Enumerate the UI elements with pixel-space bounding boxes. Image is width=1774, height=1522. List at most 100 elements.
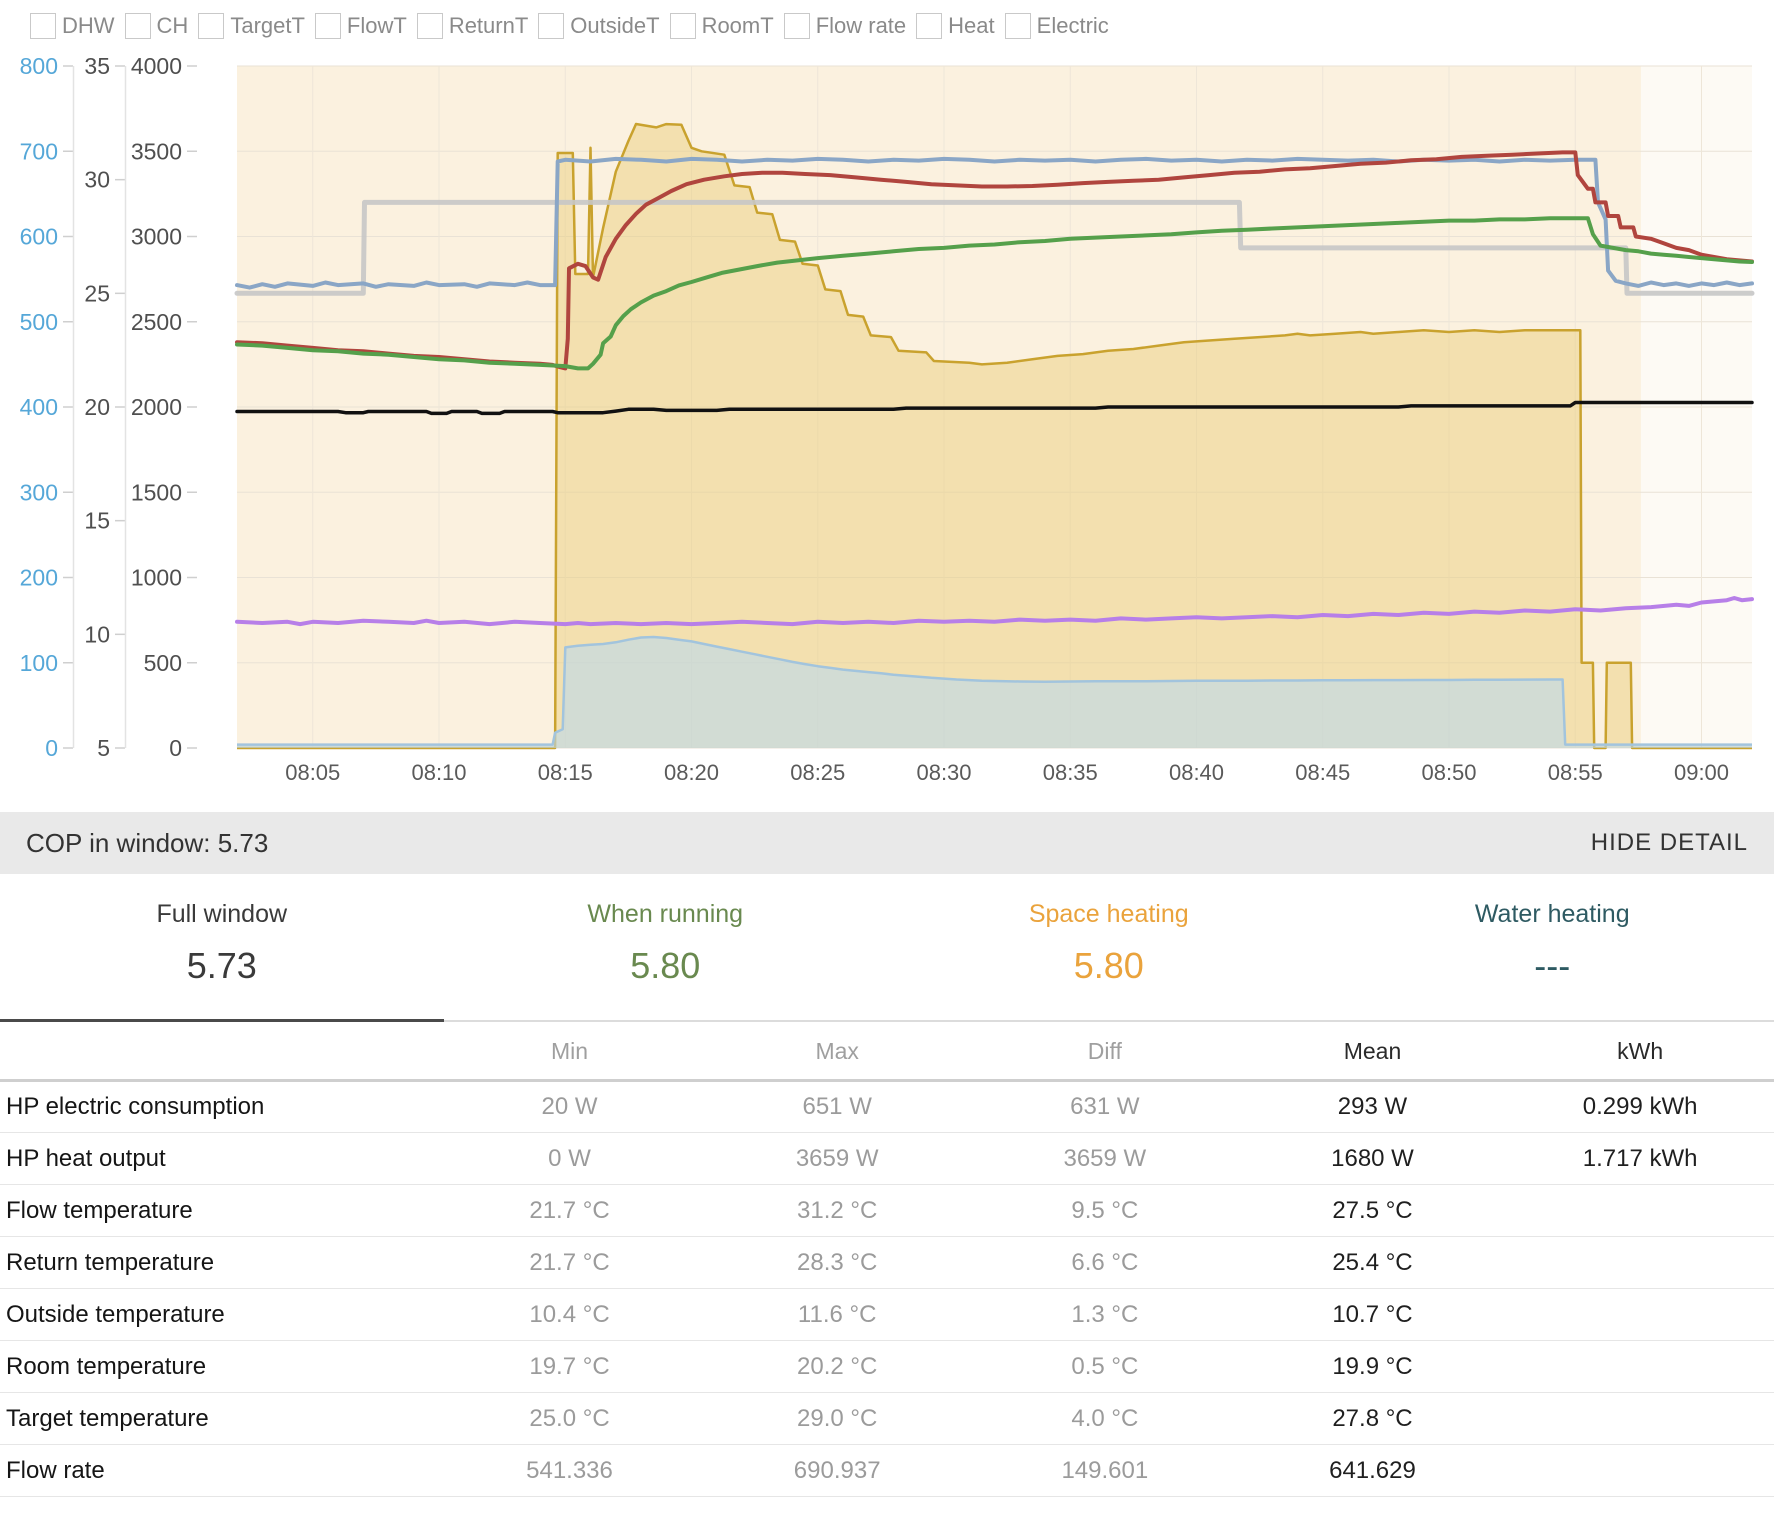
series-electric-line: [237, 635, 1752, 746]
cop-tab-label: Water heating: [1474, 900, 1630, 928]
legend-item-heat[interactable]: Heat: [916, 13, 995, 39]
table-row: Outside temperature 10.4 °C 11.6 °C 1.3 °C 1…: [0, 1289, 1774, 1341]
max-value: 31.2 °C: [797, 1196, 878, 1224]
max-value: 651 W: [802, 1093, 872, 1120]
row-label: Target temperature: [6, 1404, 209, 1432]
x-tick-label: 08:25: [790, 760, 845, 785]
legend-item-electric[interactable]: Electric: [1004, 13, 1109, 39]
cop-tab-water-heating[interactable]: Water heating ---: [1330, 900, 1774, 1022]
power-axis-tick-label: 2500: [131, 309, 182, 335]
legend-label: CH: [156, 13, 189, 38]
legend-item-flow-rate[interactable]: Flow rate: [783, 13, 907, 39]
legend-label: FlowT: [346, 13, 407, 38]
flow-axis-tick-label: 300: [20, 479, 58, 505]
cop-tab-value: ---: [1534, 945, 1571, 986]
mean-value: 1680 W: [1331, 1144, 1414, 1172]
flowt-swatch-icon: [314, 13, 341, 39]
cop-tab-label: Space heating: [1028, 900, 1189, 928]
cop-tab-space-heating[interactable]: Space heating 5.80: [887, 900, 1331, 1022]
min-value: 21.7 °C: [529, 1196, 610, 1224]
legend-item-targett[interactable]: TargetT: [198, 13, 305, 39]
kwh-value: [1506, 1445, 1774, 1497]
flow-axis-tick-label: 0: [45, 735, 58, 761]
cop-tab-value: 5.80: [630, 945, 701, 986]
max-value: 690.937: [793, 1456, 881, 1484]
max-value: 29.0 °C: [797, 1404, 878, 1432]
x-tick-label: 08:15: [538, 760, 593, 785]
electric-swatch-icon: [1004, 13, 1031, 39]
series-electric-area: [237, 637, 1752, 748]
temp-axis-tick-label: 25: [84, 280, 110, 306]
row-label: HP heat output: [6, 1144, 166, 1172]
hide-detail-button[interactable]: HIDE DETAIL: [1590, 829, 1748, 856]
diff-value: 3659 W: [1063, 1144, 1147, 1172]
table-row: Flow rate 541.336 690.937 149.601 641.629: [0, 1445, 1774, 1497]
power-axis-tick-label: 2000: [131, 394, 182, 420]
mean-value: 27.8 °C: [1332, 1404, 1413, 1432]
kwh-value: [1506, 1237, 1774, 1289]
table-row: Target temperature 25.0 °C 29.0 °C 4.0 °C 27…: [0, 1393, 1774, 1445]
heat-swatch-icon: [916, 13, 943, 39]
cop-tab-when-running[interactable]: When running 5.80: [443, 900, 887, 1022]
series-roomt-line: [235, 400, 1754, 416]
mean-value: 27.5 °C: [1332, 1196, 1413, 1224]
legend-item-returnt[interactable]: ReturnT: [416, 13, 528, 39]
cop-summary-tabs: Full window 5.73 When running 5.80 Space hea…: [0, 874, 1774, 1022]
table-row: Flow temperature 21.7 °C 31.2 °C 9.5 °C 27.5…: [0, 1185, 1774, 1237]
legend-label: Flow rate: [815, 13, 907, 38]
x-tick-label: 08:10: [411, 760, 466, 785]
flow-axis-tick-label: 500: [20, 309, 58, 335]
kwh-value: [1506, 1341, 1774, 1393]
series-heat-line: [237, 122, 1752, 750]
legend-label: OutsideT: [570, 13, 660, 38]
cop-window-bar: COP in window: 5.73 HIDE DETAIL: [0, 812, 1774, 874]
legend-label: TargetT: [230, 13, 305, 38]
stats-header-kwh: kWh: [1617, 1038, 1664, 1064]
diff-value: 0.5 °C: [1071, 1352, 1139, 1380]
row-label: Room temperature: [6, 1352, 207, 1380]
cop-tab-full-window[interactable]: Full window 5.73: [0, 900, 444, 1022]
mean-value: 10.7 °C: [1332, 1300, 1413, 1328]
max-value: 28.3 °C: [797, 1248, 878, 1276]
kwh-value: [1506, 1185, 1774, 1237]
legend-item-roomt[interactable]: RoomT: [669, 13, 774, 39]
ch-swatch-icon: [124, 13, 151, 39]
legend-item-dhw[interactable]: DHW: [30, 13, 115, 39]
mean-value: 25.4 °C: [1332, 1248, 1413, 1276]
row-label: Flow rate: [6, 1456, 105, 1484]
power-axis-tick-label: 1000: [131, 565, 182, 591]
heatpump-chart[interactable]: 08:05 08:10 08:15 08:20 08:25 08:30 08:35 08:40…: [0, 44, 1774, 810]
legend-label: Heat: [948, 13, 995, 38]
power-axis-tick-label: 3000: [131, 224, 182, 250]
stats-header-mean: Mean: [1343, 1038, 1402, 1064]
legend-item-flowt[interactable]: FlowT: [314, 13, 407, 39]
stats-header-diff: Diff: [1087, 1038, 1122, 1064]
flow-rate-swatch-icon: [783, 13, 810, 39]
mean-value: 19.9 °C: [1332, 1352, 1413, 1380]
roomt-swatch-icon: [669, 13, 696, 39]
outsidet-swatch-icon: [538, 13, 565, 39]
row-label: Return temperature: [6, 1248, 215, 1276]
kwh-value: 0.299 kWh: [1582, 1093, 1698, 1120]
diff-value: 9.5 °C: [1071, 1196, 1139, 1224]
chart-area[interactable]: 08:05 08:10 08:15 08:20 08:25 08:30 08:35 08:40…: [0, 44, 1774, 810]
diff-value: 149.601: [1061, 1456, 1149, 1484]
x-tick-label: 08:05: [285, 760, 340, 785]
table-row: Return temperature 21.7 °C 28.3 °C 6.6 °C 25…: [0, 1237, 1774, 1289]
temp-axis-tick-label: 20: [84, 394, 110, 420]
flow-axis-tick-label: 100: [20, 650, 58, 676]
legend-item-outsidet[interactable]: OutsideT: [538, 13, 660, 39]
temp-axis-tick-label: 15: [84, 508, 110, 534]
table-row: HP heat output 0 W 3659 W 3659 W 1680 W 1.717…: [0, 1133, 1774, 1185]
stats-header-max: Max: [815, 1038, 859, 1064]
legend-item-ch[interactable]: CH: [124, 13, 189, 39]
legend-label: RoomT: [701, 13, 774, 38]
x-tick-label: 08:45: [1295, 760, 1350, 785]
row-label: Outside temperature: [6, 1300, 225, 1328]
chart-legend: DHW CH TargetT FlowT ReturnT OutsideT RoomT Flo…: [0, 0, 1774, 44]
temp-axis-tick-label: 10: [84, 621, 110, 647]
stats-table: Min Max Diff Mean kWh HP electric consumptio…: [0, 1022, 1774, 1497]
kwh-value: [1506, 1393, 1774, 1445]
stats-table-header: Min Max Diff Mean kWh: [0, 1022, 1774, 1081]
legend-label: Electric: [1036, 13, 1109, 38]
